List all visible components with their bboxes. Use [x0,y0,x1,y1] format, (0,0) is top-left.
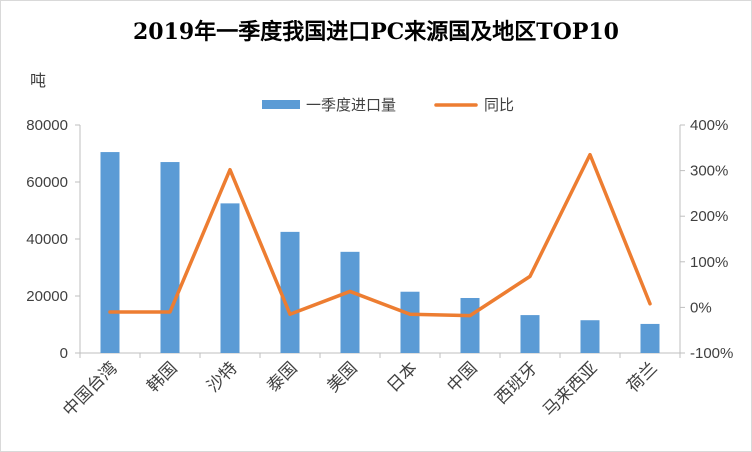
x-tick-label: 沙特 [203,358,241,396]
y-tick-label-right: -100% [690,345,733,362]
yoy-point [348,289,352,293]
y-axis-unit: 吨 [30,71,46,90]
x-tick-label: 泰国 [263,358,301,396]
bar [220,203,240,353]
yoy-point [588,153,592,157]
y-tick-label-left: 60000 [26,174,68,191]
yoy-point [408,312,412,316]
yoy-point [108,310,112,314]
legend: 一季度进口量 同比 [262,96,514,114]
x-tick-label: 韩国 [143,358,181,396]
bar [520,315,540,353]
yoy-line [108,152,652,318]
legend-label-bar: 一季度进口量 [306,96,396,114]
bar [460,297,480,353]
y-tick-label-left: 0 [60,345,68,362]
x-tick-label: 马来西亚 [539,358,601,420]
yoy-point [288,312,292,316]
x-tick-label: 中国台湾 [59,358,121,420]
y-tick-label-left: 80000 [26,117,68,134]
y-tick-label-left: 20000 [26,288,68,305]
x-tick-label: 日本 [383,358,421,396]
y-tick-label-left: 40000 [26,231,68,248]
yoy-point [168,310,172,314]
line-layer [108,152,652,318]
yoy-point [648,302,652,306]
bar [400,291,420,353]
yoy-point [528,274,532,278]
axes-layer [75,124,685,358]
yoy-point [228,168,232,172]
bars-layer [100,152,660,353]
legend-label-line: 同比 [484,96,514,114]
y-tick-label-right: 300% [690,163,728,180]
x-tick-label: 西班牙 [491,358,541,408]
x-tick-label: 美国 [323,358,361,396]
chart-title: 2019年一季度我国进口PC来源国及地区TOP10 [133,19,619,45]
y-tick-label-right: 0% [690,299,712,316]
bar [340,251,360,353]
bar [100,152,120,353]
bar [580,320,600,353]
x-tick-label: 中国 [443,358,481,396]
x-tick-label: 荷兰 [623,358,661,396]
yoy-point [468,314,472,318]
bar [640,323,660,353]
bar [280,231,300,353]
legend-swatch-bar [262,100,300,109]
bar [160,162,180,353]
y-tick-label-right: 200% [690,208,728,225]
y-tick-label-right: 100% [690,254,728,271]
y-tick-label-right: 400% [690,117,728,134]
